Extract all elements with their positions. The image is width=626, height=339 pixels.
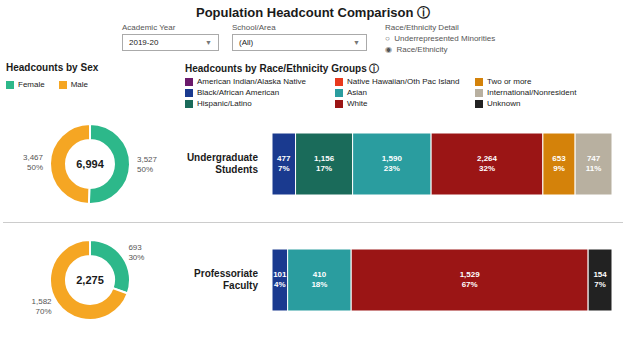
html-text:Race/Ethnicity Detail: Race/Ethnicity Detail [385,23,459,32]
html-text:Female: Female [18,80,45,89]
html-text:White: White [347,99,368,108]
svg-text:1,15617%: 1,15617% [314,154,335,173]
html-text:Hispanic/Latino: Hispanic/Latino [197,99,252,108]
svg-text:UndergraduateStudents: UndergraduateStudents [187,152,259,175]
svg-text:1,59023%: 1,59023% [382,154,403,173]
svg-text:3,52750%: 3,52750% [137,155,158,174]
html-text:Native Hawaiian/Oth Pac Island: Native Hawaiian/Oth Pac Island [347,77,460,86]
svg-text:1,52967%: 1,52967% [460,270,481,289]
html-text:Headcounts by Sex: Headcounts by Sex [6,62,99,73]
html-text:6,994: 6,994 [76,158,104,170]
svg-text:41018%: 41018% [311,270,327,289]
html-text:◉ Race/Ethnicity: ◉ Race/Ethnicity [385,45,448,54]
html-text:Unknown: Unknown [487,99,521,108]
html-text:International/Nonresident: International/Nonresident [487,88,577,97]
svg-text:74711%: 74711% [586,154,602,173]
svg-text:2,26432%: 2,26432% [477,154,498,173]
html-text:Black/African American: Black/African American [197,88,280,97]
html-text:Two or more: Two or more [487,77,532,86]
html-text:Headcounts by Race/Ethnicity G: Headcounts by Race/Ethnicity Groups ⓘ [185,63,380,74]
svg-text:1,58270%: 1,58270% [32,297,53,316]
html-text:Asian: Asian [347,88,367,97]
html-text:○ Underrepresented Minorities: ○ Underrepresented Minorities [385,34,496,43]
html-text:2,275: 2,275 [76,274,104,286]
svg-text:3,46750%: 3,46750% [23,153,44,172]
svg-text:4777%: 4777% [277,154,291,173]
html-text:Male: Male [70,80,88,89]
html-text:Academic Year: Academic Year [122,23,176,32]
svg-text:1547%: 1547% [593,270,607,289]
html-text:American Indian/Alaska Native: American Indian/Alaska Native [197,77,306,86]
svg-text:6539%: 6539% [552,154,566,173]
svg-text:ProfessoriateFaculty: ProfessoriateFaculty [194,268,258,291]
svg-text:69330%: 69330% [128,243,144,262]
html-text:Population Headcount Compariso: Population Headcount Comparison ⓘ [196,5,430,20]
html-text:(All): (All) [239,38,254,47]
svg-text:1014%: 1014% [273,270,287,289]
html-text:2019-20: 2019-20 [129,38,159,47]
html-text:School/Area: School/Area [232,23,276,32]
